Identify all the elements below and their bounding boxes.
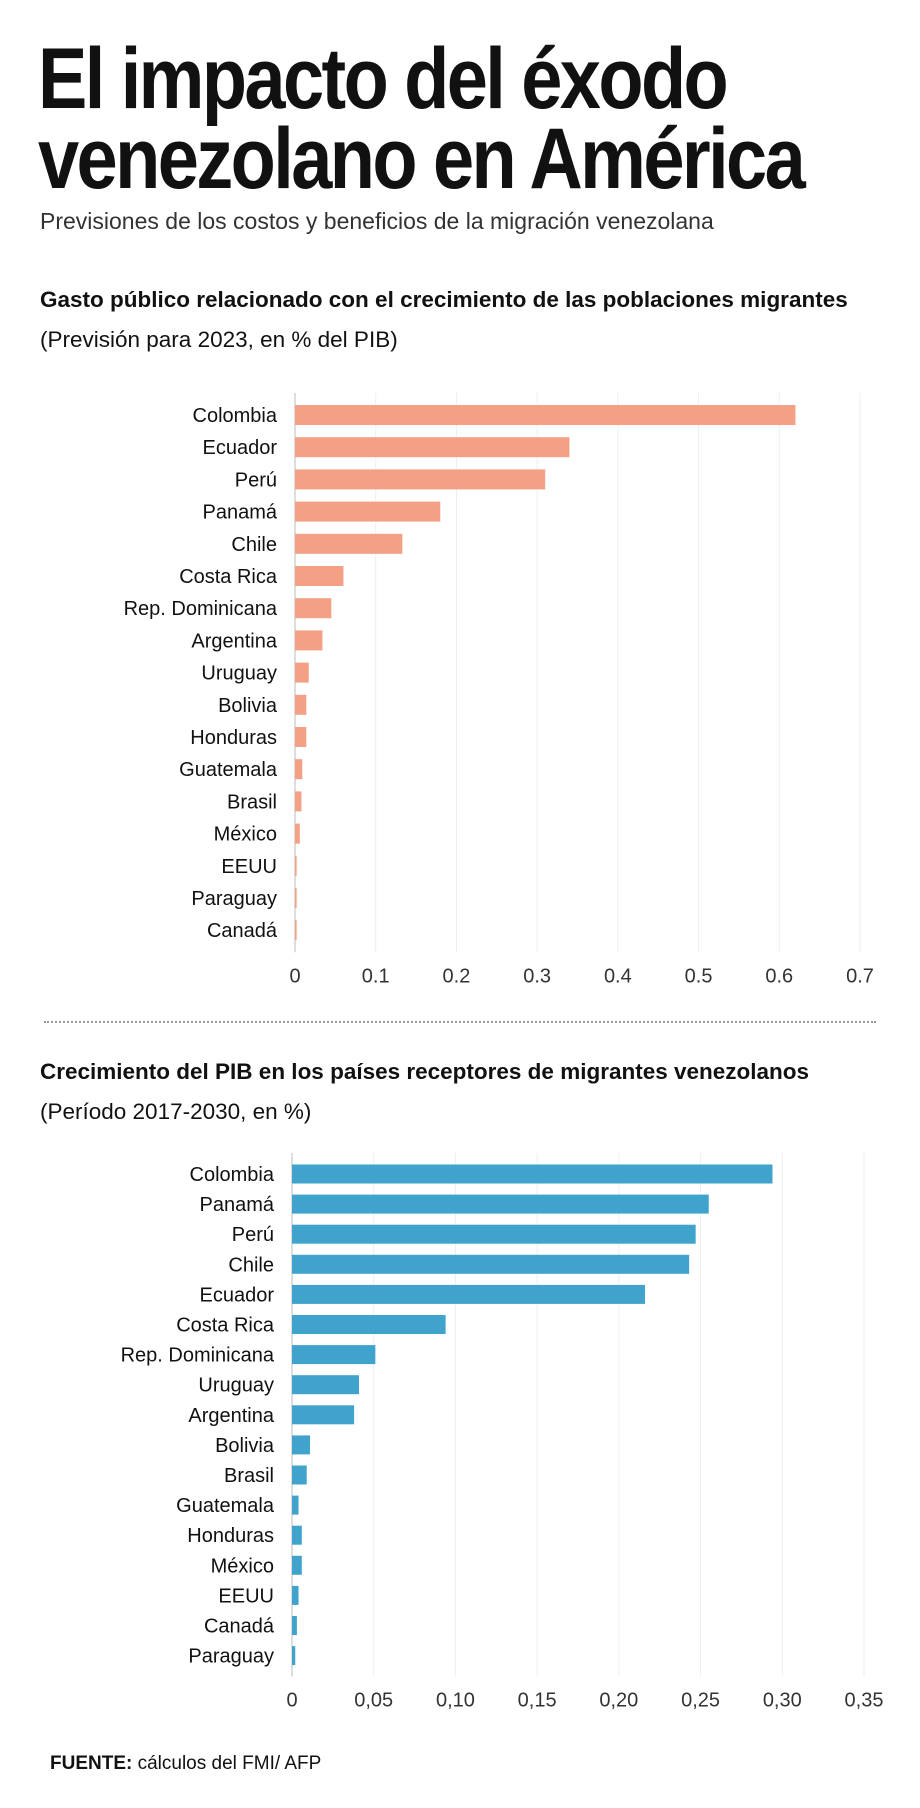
category-label: Argentina [191, 630, 277, 652]
category-label: Chile [231, 534, 277, 556]
title-line-2: venezolano en América [38, 111, 806, 207]
category-label: EEUU [221, 856, 277, 878]
bar-brasil [295, 791, 302, 812]
x-tick-label: 0,10 [436, 1690, 475, 1712]
x-tick-label: 0.3 [523, 965, 551, 987]
bar-costa-rica [292, 1315, 446, 1334]
category-label: Ecuador [203, 437, 278, 459]
x-tick-label: 0.7 [846, 965, 874, 987]
x-tick-label: 0,20 [599, 1690, 638, 1712]
bar-colombia [295, 405, 796, 425]
bar-canad- [292, 1616, 297, 1635]
x-tick-label: 0,30 [763, 1690, 802, 1712]
category-label: Uruguay [201, 663, 277, 685]
x-tick-label: 0,15 [518, 1690, 557, 1712]
bar-honduras [295, 727, 307, 747]
category-label: Panamá [200, 1194, 275, 1216]
source-label: FUENTE: [50, 1753, 133, 1774]
bar-paraguay [295, 888, 297, 908]
category-label: Costa Rica [179, 566, 278, 588]
category-label: Argentina [188, 1405, 274, 1427]
category-label: Colombia [190, 1164, 275, 1186]
bar-guatemala [292, 1495, 299, 1515]
bar-ecuador [295, 437, 570, 458]
category-label: Colombia [193, 405, 278, 427]
category-label: Brasil [227, 791, 277, 813]
category-label: Paraguay [188, 1646, 274, 1668]
category-label: México [211, 1555, 274, 1577]
bar-guatemala [295, 759, 303, 780]
x-tick-label: 0.6 [765, 965, 793, 987]
chart2-title: Crecimiento del PIB en los países recept… [40, 1059, 810, 1084]
bar-ecuador [292, 1284, 646, 1304]
bar-panam- [292, 1194, 709, 1214]
x-tick-label: 0.1 [362, 965, 390, 987]
category-label: Bolivia [218, 695, 278, 717]
bar-rep-dominicana [295, 598, 332, 619]
category-label: Honduras [190, 727, 277, 749]
category-label: Chile [228, 1254, 274, 1276]
x-tick-label: 0,35 [845, 1690, 884, 1712]
x-tick-label: 0.2 [443, 965, 471, 987]
category-label: Brasil [224, 1465, 274, 1487]
bar-honduras [292, 1525, 302, 1545]
chart2-subtitle: (Período 2017-2030, en %) [40, 1099, 312, 1124]
bar-rep-dominicana [292, 1345, 376, 1365]
bar-panam- [295, 501, 441, 522]
x-tick-label: 0,25 [681, 1690, 720, 1712]
category-label: Perú [235, 469, 277, 491]
x-tick-label: 0 [286, 1690, 297, 1712]
bar-uruguay [292, 1375, 360, 1395]
bar-brasil [292, 1465, 307, 1485]
title-line-1: El impacto del éxodo [38, 31, 729, 127]
bar-costa-rica [295, 566, 344, 586]
chart2-heading: Crecimiento del PIB en los países recept… [40, 1052, 870, 1132]
category-label: Ecuador [200, 1284, 275, 1306]
x-tick-label: 0.5 [685, 965, 713, 987]
category-label: Canadá [204, 1616, 275, 1638]
bar-per- [295, 469, 546, 490]
bar-bolivia [292, 1435, 310, 1455]
chart1: 0 0.1 0.2 0.3 0.4 0.5 0.6 0.7 Colombia Ecuador Per… [124, 392, 874, 987]
category-label: Rep. Dominicana [121, 1345, 275, 1367]
bar-eeuu [295, 855, 297, 876]
bar-uruguay [295, 662, 309, 683]
source-text: cálculos del FMI/ AFP [132, 1753, 322, 1774]
category-label: Paraguay [191, 888, 277, 910]
x-tick-label: 0 [289, 965, 300, 987]
category-label: Guatemala [179, 759, 278, 781]
category-label: Panamá [203, 502, 278, 524]
category-label: Costa Rica [176, 1315, 275, 1337]
category-label: EEUU [218, 1585, 274, 1607]
x-tick-label: 0,05 [354, 1690, 393, 1712]
bar-eeuu [292, 1585, 299, 1605]
bar-m-xico [295, 823, 300, 844]
section-divider [44, 1021, 876, 1023]
bar-colombia [292, 1164, 773, 1184]
bar-bolivia [295, 694, 307, 715]
chart1-subtitle: (Previsión para 2023, en % del PIB) [40, 327, 398, 352]
subtitle: Previsiones de los costos y beneficios d… [40, 208, 714, 234]
bar-chile [295, 533, 403, 554]
category-label: Bolivia [215, 1435, 275, 1457]
category-label: Guatemala [176, 1495, 275, 1517]
category-label: Honduras [187, 1525, 274, 1547]
bar-canad- [295, 920, 297, 941]
bar-argentina [295, 630, 323, 651]
bar-paraguay [292, 1646, 296, 1666]
bar-chile [292, 1254, 690, 1274]
bar-argentina [292, 1405, 355, 1425]
category-label: Canadá [207, 920, 278, 942]
category-label: México [214, 824, 277, 846]
bar-m-xico [292, 1555, 302, 1575]
chart2: 0 0,05 0,10 0,15 0,20 0,25 0,30 0,35 Colombia Pan… [121, 1152, 884, 1712]
category-label: Perú [232, 1224, 274, 1246]
category-label: Rep. Dominicana [124, 598, 278, 620]
chart1-heading: Gasto público relacionado con el crecimi… [40, 280, 870, 360]
category-label: Uruguay [198, 1375, 274, 1397]
chart1-title: Gasto público relacionado con el crecimi… [40, 287, 848, 312]
x-tick-label: 0.4 [604, 965, 632, 987]
source-note: FUENTE: cálculos del FMI/ AFP [50, 1753, 321, 1775]
bar-per- [292, 1224, 696, 1244]
